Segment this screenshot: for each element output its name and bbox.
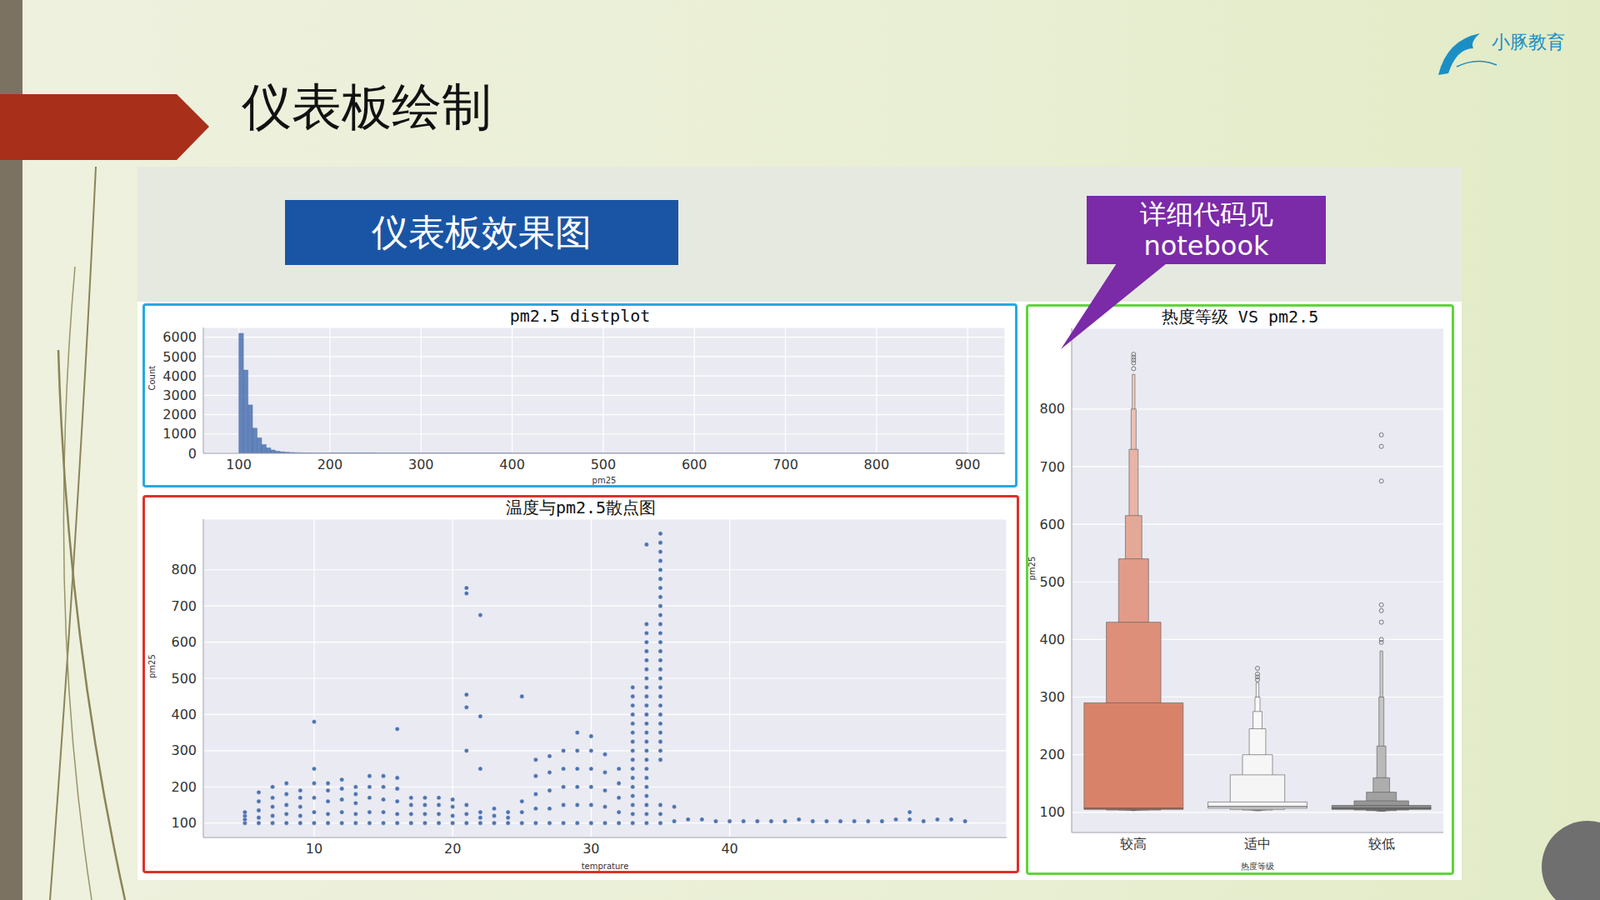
svg-text:1000: 1000 (162, 425, 197, 442)
svg-text:500: 500 (1039, 574, 1065, 590)
html-text:notebook: notebook (1143, 230, 1269, 262)
svg-text:400: 400 (499, 456, 525, 473)
svg-text:5000: 5000 (162, 349, 197, 365)
svg-text:500: 500 (170, 670, 197, 687)
svg-text:300: 300 (408, 456, 435, 473)
svg-text:800: 800 (864, 456, 890, 473)
svg-text:30: 30 (582, 840, 600, 857)
html-text:仪表板绘制: 仪表板绘制 (241, 77, 492, 136)
html-text:pm2.5 distplot: pm2.5 distplot (509, 305, 651, 326)
svg-text:500: 500 (590, 456, 617, 473)
html-text:仪表板效果图: 仪表板效果图 (371, 210, 592, 253)
svg-text:300: 300 (1039, 689, 1065, 705)
svg-text:40: 40 (720, 840, 738, 857)
svg-text:400: 400 (170, 706, 197, 723)
svg-text:20: 20 (444, 840, 461, 857)
svg-text:200: 200 (1039, 746, 1065, 763)
svg-text:6000: 6000 (162, 329, 197, 345)
svg-text:100: 100 (170, 815, 197, 831)
svg-text:2000: 2000 (162, 406, 197, 423)
svg-text:适中: 适中 (1244, 835, 1271, 852)
svg-text:700: 700 (772, 456, 799, 473)
svg-text:3000: 3000 (162, 387, 197, 404)
svg-text:temprature: temprature (581, 861, 630, 871)
svg-text:100: 100 (1039, 804, 1065, 820)
svg-text:800: 800 (1039, 400, 1065, 417)
svg-text:200: 200 (317, 456, 344, 473)
html-text:详细代码见: 详细代码见 (1139, 198, 1273, 230)
svg-text:400: 400 (1039, 631, 1065, 648)
svg-text:10: 10 (305, 840, 323, 857)
svg-text:300: 300 (170, 742, 197, 759)
svg-text:pm25: pm25 (1028, 556, 1037, 581)
svg-text:600: 600 (170, 634, 197, 650)
svg-text:较高: 较高 (1120, 835, 1147, 852)
html-text:热度等级 VS pm2.5: 热度等级 VS pm2.5 (1161, 306, 1319, 327)
svg-text:较低: 较低 (1368, 835, 1395, 852)
svg-text:200: 200 (170, 779, 197, 795)
svg-text:700: 700 (170, 598, 197, 615)
svg-text:700: 700 (1039, 459, 1065, 475)
svg-text:800: 800 (170, 561, 197, 578)
svg-text:pm25: pm25 (147, 654, 157, 679)
svg-text:900: 900 (955, 456, 981, 473)
svg-text:4000: 4000 (162, 368, 197, 385)
svg-text:Count: Count (147, 365, 157, 391)
svg-text:100: 100 (225, 456, 252, 473)
svg-text:pm25: pm25 (592, 475, 617, 485)
html-text:小豚教育: 小豚教育 (1491, 31, 1565, 53)
svg-text:0: 0 (188, 445, 197, 462)
svg-text:600: 600 (681, 456, 708, 473)
svg-text:热度等级: 热度等级 (1240, 861, 1275, 871)
svg-text:600: 600 (1039, 516, 1065, 533)
html-text:温度与pm2.5散点图: 温度与pm2.5散点图 (505, 497, 656, 518)
